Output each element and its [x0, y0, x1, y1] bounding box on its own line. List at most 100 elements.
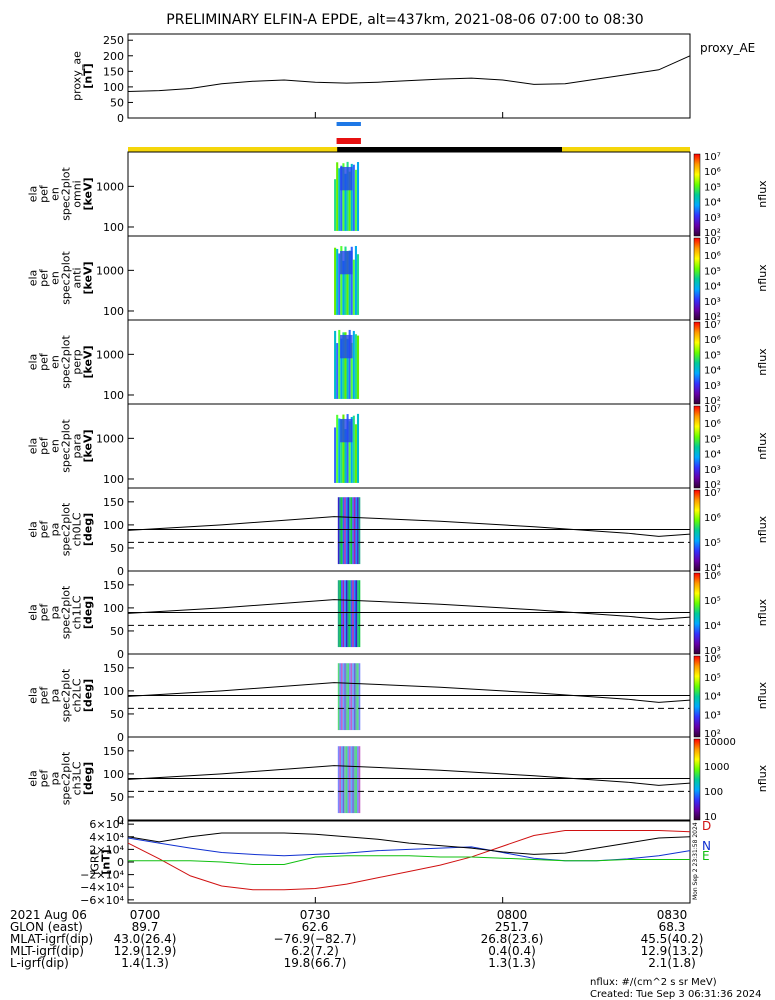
spectrogram-cell	[346, 251, 349, 315]
igrf-series-E	[128, 855, 690, 866]
spectrogram-cell	[350, 417, 353, 483]
spectrogram-cell	[336, 343, 339, 399]
xaxis-row-value: −76.9(−82.7)	[274, 932, 357, 946]
ylabel-text: pef	[38, 352, 51, 371]
colorbar-tick-label: 10⁶	[704, 167, 721, 178]
colorbar-tick-label: 10000	[704, 737, 736, 748]
y-tick-label: 0	[117, 814, 124, 827]
colorbar-tick-label: 10²	[704, 312, 721, 323]
y-tick-label: 100	[103, 389, 124, 402]
ylabel-text: [keV]	[82, 345, 95, 378]
pitch-angle-cell	[339, 663, 342, 731]
ylabel-text: pa	[49, 606, 62, 620]
ylabel-text: spec2plot	[60, 335, 73, 389]
colorbar-tick-label: 10²	[704, 228, 721, 239]
colorbar-tick-label: 10⁶	[704, 654, 721, 665]
y-tick-label: −6×10⁴	[80, 894, 124, 907]
spectrogram-cell	[346, 338, 349, 399]
xaxis-row-label: 2021 Aug 06	[10, 908, 87, 922]
colorbar-tick-label: 10⁵	[704, 350, 721, 361]
igrf-series-total	[127, 832, 691, 855]
proxy-ae-line	[127, 55, 691, 93]
pitch-angle-cell	[341, 497, 343, 565]
loss-cone-line	[127, 516, 691, 537]
pitch-angle-cell	[352, 497, 354, 565]
y-tick-label: 0	[117, 731, 124, 744]
colorbar-label: nflux	[756, 515, 769, 543]
pitch-angle-cell	[349, 497, 351, 565]
energy-spectrogram-frame-2	[127, 319, 691, 405]
spectrogram-cell	[352, 330, 355, 399]
spectrogram-cell	[350, 163, 353, 231]
energy-spectrogram-frame-3	[127, 403, 691, 489]
colorbar-tick-label: 10⁴	[704, 563, 721, 574]
ylabel-text: spec2plot	[60, 419, 73, 473]
ylabel-text: pef	[38, 603, 51, 622]
xaxis-row-value: 0.4(0.4)	[488, 944, 536, 958]
y-tick-label: 1000	[96, 264, 124, 277]
spectrogram-cell	[350, 246, 353, 315]
colorbar-label: nflux	[756, 681, 769, 709]
y-tick-label: 150	[103, 579, 124, 592]
pitch-angle-cell	[347, 497, 350, 565]
pitch-angle-cell	[357, 663, 359, 731]
pitch-angle-cell	[349, 663, 351, 731]
spectrogram-cell	[340, 250, 353, 275]
colorbar-label: nflux	[756, 180, 769, 208]
pitch-angle-cell	[358, 746, 361, 814]
pitch-angle-cell	[352, 746, 354, 814]
colorbar-tick-label: 10²	[704, 729, 721, 740]
ylabel-text: pef	[38, 686, 51, 705]
spectrogram-cell	[340, 165, 343, 231]
colorbar-tick-label: 10²	[704, 396, 721, 407]
colorbar-label-group: nflux	[756, 348, 769, 376]
spectrogram-cell	[340, 418, 353, 443]
energy-spectrogram-frame-0	[127, 151, 691, 237]
y-tick-label: 150	[103, 745, 124, 758]
colorbar-pitch-2	[693, 655, 701, 738]
ylabel-text: ela	[27, 521, 40, 538]
spectrogram-cell	[340, 334, 353, 359]
colorbar-tick-label: 10⁷	[704, 152, 721, 163]
pitch-angle-cell	[337, 746, 340, 814]
y-tick-label: 200	[103, 50, 124, 63]
pitch-angle-cell	[339, 746, 342, 814]
spectrogram-cell	[352, 164, 355, 231]
spectrogram-cell	[346, 414, 349, 483]
colorbar-tick-label: 10³	[704, 213, 721, 224]
y-tick-label: 6×10⁴	[89, 818, 124, 831]
shadow-bar	[337, 147, 562, 152]
colorbar-label: nflux	[756, 348, 769, 376]
colorbar-label: nflux	[756, 598, 769, 626]
pitch-angle-cell	[341, 663, 343, 731]
colorbar-label-group: nflux	[756, 598, 769, 626]
pitch-angle-cell	[337, 663, 340, 731]
colorbar-tick-label: 10⁴	[704, 621, 721, 632]
ylabel-text: spec2plot	[60, 251, 73, 305]
loss-cone-line	[127, 599, 691, 620]
xaxis-row-value: 89.7	[132, 920, 159, 934]
pitch-angle-cell	[350, 497, 353, 565]
y-tick-label: 150	[103, 65, 124, 78]
colorbar-pitch-0	[693, 489, 701, 572]
spectrogram-cell	[352, 415, 355, 483]
spectrogram-cell	[334, 247, 337, 315]
xaxis-row-value: 0830	[657, 908, 688, 922]
loss-cone-line	[127, 682, 691, 703]
spectrogram-cell	[342, 260, 345, 315]
colorbar-label-group: nflux	[756, 180, 769, 208]
ylabel-text: pa	[49, 523, 62, 537]
y-tick-label: 150	[103, 662, 124, 675]
xaxis-row-value: 0700	[130, 908, 161, 922]
ylabel-text: pef	[38, 184, 51, 203]
xaxis-row-value: 45.5(40.2)	[641, 932, 704, 946]
ylabel-text: spec2plot	[60, 751, 73, 805]
y-tick-label: 0	[117, 856, 124, 869]
y-tick-label: 100	[103, 221, 124, 234]
pitch-angle-cell	[342, 497, 345, 565]
